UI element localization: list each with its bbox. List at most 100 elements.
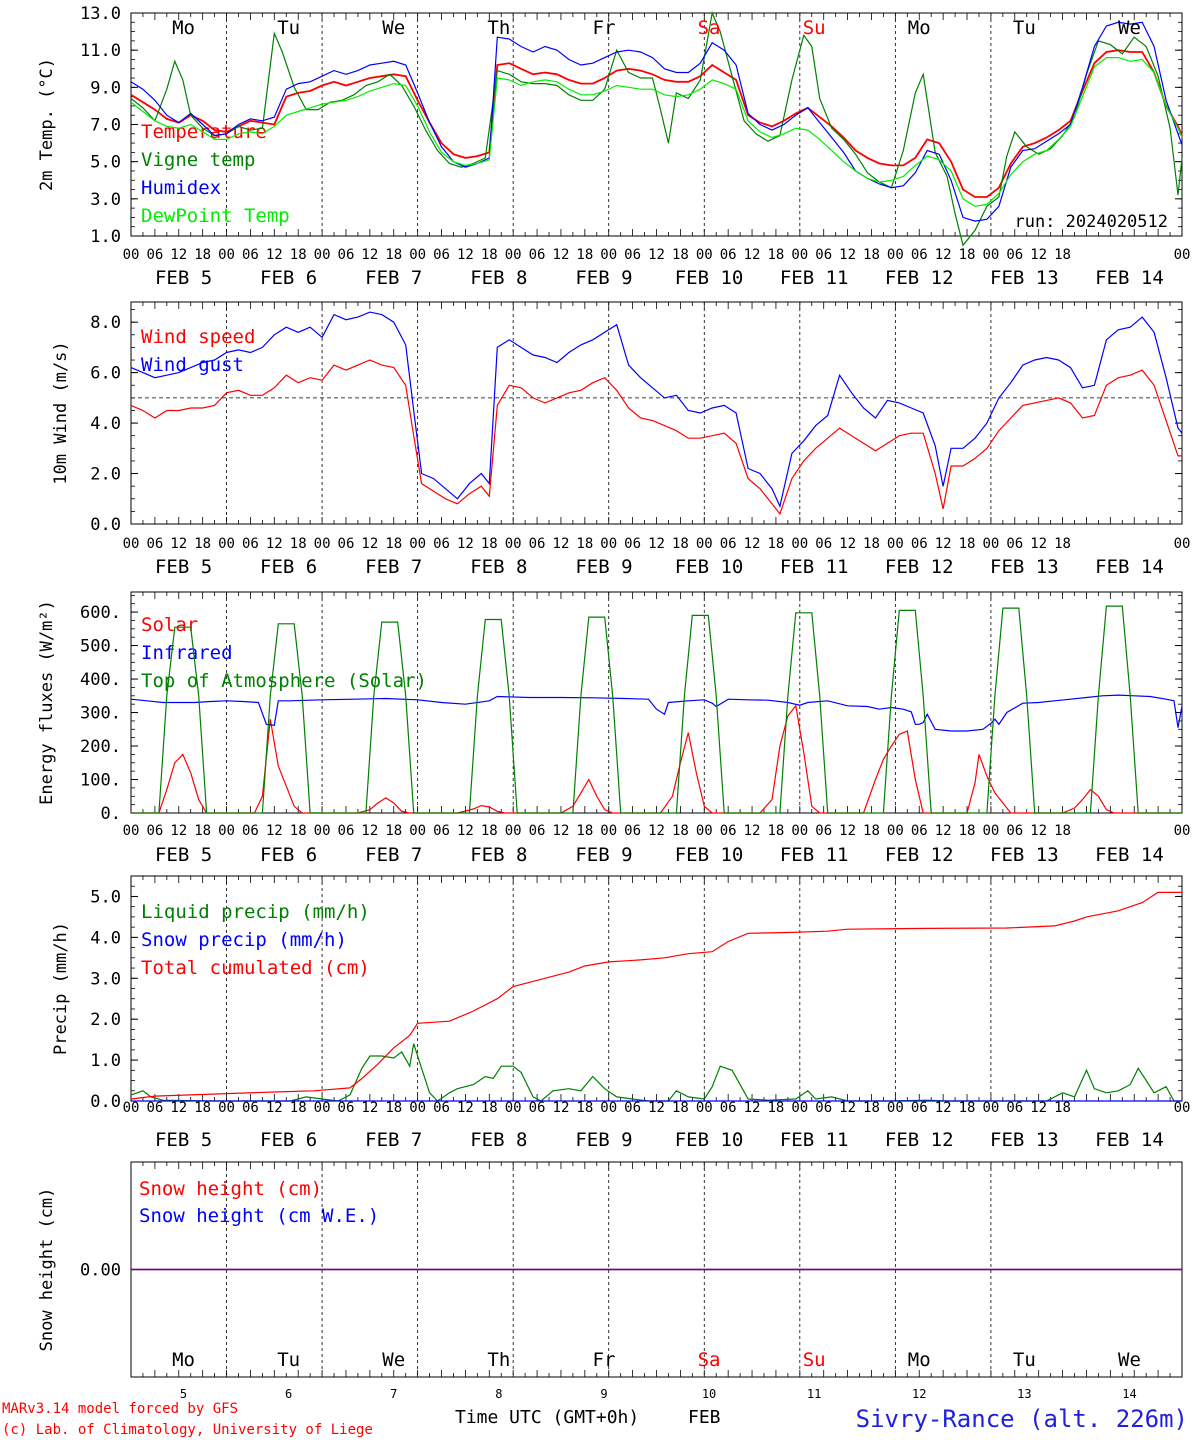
hour-tick-label: 18 [672, 823, 689, 839]
y-tick-label: 0.00 [80, 1261, 121, 1281]
panel-5: 0.00 Snow height (cm) Snow height (cm) Snow… [37, 1161, 1183, 1401]
hour-tick-label: 00 [887, 536, 904, 552]
y-tick-label: 0. [101, 804, 121, 824]
y-tick-label: 9.0 [90, 78, 121, 98]
y-tick-label: 3.0 [90, 190, 121, 210]
hour-tick-label: 18 [290, 1100, 307, 1116]
hour-tick-label: 06 [433, 247, 450, 263]
day-name-label: We [1118, 17, 1141, 39]
hour-tick-label: 06 [1006, 247, 1023, 263]
y-tick-label: 100. [80, 771, 121, 791]
panel-frame [130, 591, 1183, 814]
hour-tick-label: 06 [242, 247, 259, 263]
series-solar [131, 704, 1182, 814]
legend-total-cumulated-cm: Total cumulated (cm) [141, 957, 370, 979]
y-tick-label: 2.0 [90, 465, 121, 485]
y-tick-label: 4.0 [90, 414, 121, 434]
y-tick-label: 0.0 [90, 1092, 121, 1112]
date-label: FEB 9 [575, 844, 632, 866]
hour-tick-label: 00 [218, 823, 235, 839]
day-name-label: Mo [908, 17, 931, 39]
legend-humidex: Humidex [141, 177, 221, 199]
hour-tick-label: 00 [982, 247, 999, 263]
hour-tick-label: 00 [218, 247, 235, 263]
panel-frame [130, 12, 1183, 237]
hour-tick-label: 06 [529, 1100, 546, 1116]
day-number-label: 13 [1017, 1387, 1031, 1401]
series-dewpoint-temp [130, 56, 1183, 207]
hour-tick-label: 12 [266, 536, 283, 552]
hour-tick-label: 06 [146, 1100, 163, 1116]
hour-tick-label: 12 [839, 247, 856, 263]
series-top-of-atmosphere-solar [131, 605, 1182, 814]
hour-tick-label: 18 [863, 823, 880, 839]
hour-tick-label: 00 [1174, 536, 1191, 552]
hour-tick-label: 18 [385, 536, 402, 552]
hour-tick-label: 12 [648, 247, 665, 263]
hour-tick-label: 00 [600, 536, 617, 552]
legend-wind-gust: Wind gust [141, 354, 244, 376]
series-liquid-precip-mm-h [130, 1043, 1182, 1102]
hour-tick-label: 00 [218, 536, 235, 552]
hour-tick-label: 18 [672, 536, 689, 552]
hour-tick-label: 12 [648, 823, 665, 839]
hour-tick-label: 18 [672, 247, 689, 263]
hour-tick-label: 06 [529, 823, 546, 839]
y-tick-label: 200. [80, 737, 121, 757]
y-tick-label: 4.0 [90, 928, 121, 948]
hour-tick-label: 12 [935, 247, 952, 263]
station-name: Sivry-Rance (alt. 226m) [856, 1405, 1188, 1433]
date-label: FEB 14 [1095, 556, 1164, 578]
hour-tick-label: 18 [768, 823, 785, 839]
y-tick-label: 8.0 [90, 313, 121, 333]
date-label: FEB 9 [575, 267, 632, 289]
day-number-label: 6 [285, 1387, 292, 1401]
hour-tick-label: 12 [361, 536, 378, 552]
hour-tick-label: 18 [576, 247, 593, 263]
hour-tick-label: 06 [1006, 823, 1023, 839]
hour-tick-label: 12 [553, 247, 570, 263]
hour-tick-label: 00 [600, 823, 617, 839]
y-tick-label: 600. [80, 603, 121, 623]
hour-tick-label: 12 [361, 247, 378, 263]
date-label: FEB 8 [470, 844, 527, 866]
day-number-label: 7 [390, 1387, 397, 1401]
hour-tick-label: 18 [194, 1100, 211, 1116]
day-name-label: Mo [908, 1349, 931, 1371]
hour-tick-label: 18 [768, 1100, 785, 1116]
hour-tick-label: 18 [290, 247, 307, 263]
hour-tick-label: 18 [959, 247, 976, 263]
hour-tick-label: 18 [481, 823, 498, 839]
date-label: FEB 14 [1095, 1129, 1164, 1151]
hour-tick-label: 00 [982, 1100, 999, 1116]
hour-tick-label: 00 [791, 823, 808, 839]
hour-tick-label: 12 [553, 823, 570, 839]
hour-tick-label: 00 [600, 247, 617, 263]
hour-tick-label: 06 [433, 1100, 450, 1116]
hour-tick-label: 06 [815, 247, 832, 263]
hour-tick-label: 06 [242, 1100, 259, 1116]
footer-model: MARv3.14 model forced by GFS [2, 1401, 238, 1417]
y-tick-label: 500. [80, 637, 121, 657]
date-label: FEB 10 [675, 556, 744, 578]
hour-tick-label: 06 [338, 1100, 355, 1116]
hour-tick-label: 00 [314, 1100, 331, 1116]
date-label: FEB 13 [990, 556, 1059, 578]
hour-tick-label: 06 [1006, 1100, 1023, 1116]
hour-tick-label: 18 [385, 823, 402, 839]
y-tick-label: 13.0 [80, 4, 121, 24]
hour-tick-label: 00 [409, 247, 426, 263]
hour-tick-label: 12 [1030, 247, 1047, 263]
date-label: FEB 6 [260, 267, 317, 289]
legend-infrared: Infrared [141, 642, 233, 664]
date-label: FEB 12 [885, 844, 954, 866]
hour-tick-label: 00 [600, 1100, 617, 1116]
hour-tick-label: 06 [911, 536, 928, 552]
hour-tick-label: 00 [696, 823, 713, 839]
hour-tick-label: 00 [505, 536, 522, 552]
hour-tick-label: 12 [553, 1100, 570, 1116]
series-temperature [130, 49, 1183, 198]
legend-wind-speed: Wind speed [141, 326, 255, 348]
hour-tick-label: 06 [146, 823, 163, 839]
